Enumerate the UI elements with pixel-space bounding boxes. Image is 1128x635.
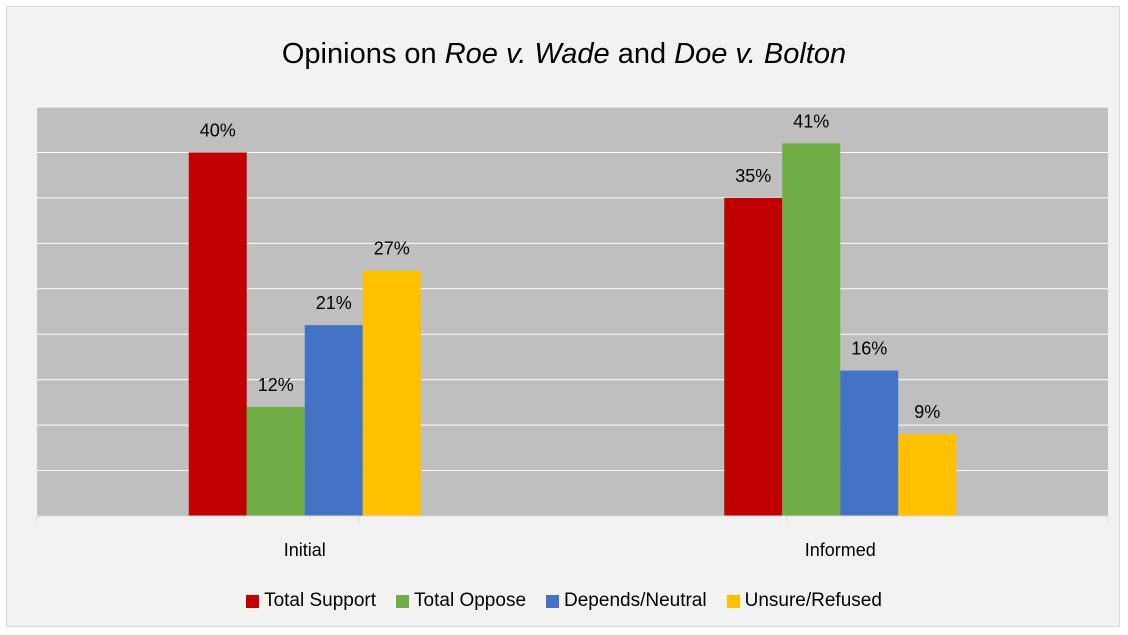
x-tick-label-informed: Informed [805, 540, 876, 560]
chart-title: Opinions on Roe v. Wade and Doe v. Bolto… [0, 38, 1128, 71]
title-part-2: Roe v. Wade [444, 38, 610, 70]
title-part-1: Opinions on [281, 38, 445, 70]
title-part-3: and [609, 38, 675, 70]
bar-unsure-refused-informed [898, 434, 957, 516]
data-label-depends-neutral-informed: 16% [851, 339, 887, 359]
bar-unsure-refused-initial [362, 270, 421, 516]
legend-swatch-total-oppose [396, 594, 410, 608]
legend-label-total-oppose: Total Oppose [414, 590, 527, 611]
data-label-depends-neutral-initial: 21% [316, 293, 352, 313]
legend-label-unsure-refused: Unsure/Refused [744, 590, 882, 611]
title-part-4: Doe v. Bolton [674, 38, 847, 70]
bar-total-support-informed [724, 197, 783, 516]
legend-label-depends-neutral: Depends/Neutral [564, 590, 707, 611]
data-label-unsure-refused-initial: 27% [374, 239, 410, 259]
data-label-total-support-initial: 40% [200, 120, 236, 140]
chart-legend: Total Support Total Oppose Depends/Neutr… [0, 590, 1128, 612]
legend-swatch-depends-neutral [546, 594, 560, 608]
legend-item-total-oppose: Total Oppose [396, 590, 526, 612]
bar-total-oppose-initial [246, 406, 305, 516]
legend-label-total-support: Total Support [264, 590, 377, 611]
legend-item-depends-neutral: Depends/Neutral [546, 590, 707, 612]
bar-depends-neutral-informed [840, 370, 899, 516]
bar-total-oppose-informed [782, 143, 841, 516]
legend-swatch-total-support [246, 594, 260, 608]
x-tick-label-initial: Initial [284, 540, 326, 560]
data-label-total-oppose-initial: 12% [258, 375, 294, 395]
legend-item-unsure-refused: Unsure/Refused [726, 590, 882, 612]
legend-swatch-unsure-refused [726, 594, 740, 608]
data-label-unsure-refused-informed: 9% [914, 402, 940, 422]
bar-depends-neutral-initial [304, 325, 363, 516]
legend-item-total-support: Total Support [246, 590, 376, 612]
data-label-total-support-informed: 35% [735, 166, 771, 186]
data-label-total-oppose-informed: 41% [793, 111, 829, 131]
bar-total-support-initial [188, 152, 247, 516]
